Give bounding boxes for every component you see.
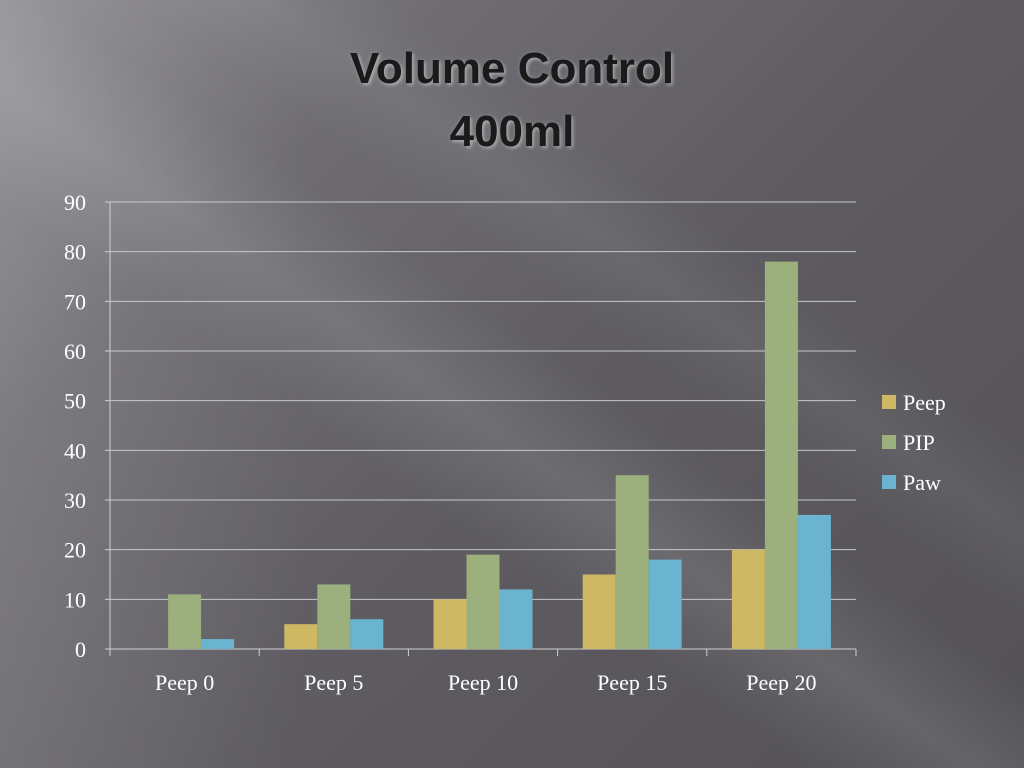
x-tick-label: Peep 10: [448, 670, 518, 695]
y-tick-label: 20: [64, 538, 86, 563]
x-tick-label: Peep 5: [304, 670, 363, 695]
bar-pip-2: [466, 554, 500, 649]
x-tick-label: Peep 0: [155, 670, 214, 695]
chart-title-line1: Volume Control: [349, 44, 675, 93]
y-tick-label: 10: [64, 587, 86, 612]
y-tick-label: 40: [64, 438, 86, 463]
bar-peep-3: [582, 574, 616, 649]
bars: [168, 261, 831, 649]
bar-paw-0: [201, 639, 235, 649]
x-tick-label: Peep 15: [597, 670, 667, 695]
tick-labels: 0 10 20 30 40 50 60 70 80 90 Peep 0 Peep 5 Peep 10 Pe…: [64, 190, 817, 695]
bar-peep-2: [433, 599, 467, 649]
y-tick-label: 90: [64, 190, 86, 215]
bar-pip-3: [615, 475, 649, 649]
bar-pip-1: [317, 584, 351, 649]
bar-paw-4: [797, 514, 831, 649]
legend-swatch-pip: [882, 435, 896, 449]
bar-pip-4: [764, 261, 798, 649]
y-tick-label: 30: [64, 488, 86, 513]
y-tick-label: 80: [64, 240, 86, 265]
legend-swatch-peep: [882, 395, 896, 409]
y-tick-label: 50: [64, 389, 86, 414]
y-tick-label: 70: [64, 289, 86, 314]
legend: Peep PIP Paw: [882, 390, 946, 495]
bar-pip-0: [168, 594, 202, 649]
legend-swatch-paw: [882, 475, 896, 489]
x-tick-label: Peep 20: [746, 670, 816, 695]
bar-peep-1: [284, 624, 318, 649]
bar-peep-4: [731, 549, 765, 649]
bar-paw-3: [648, 559, 682, 649]
bar-paw-1: [350, 619, 384, 649]
legend-label-peep: Peep: [903, 390, 946, 415]
chart-title-line2: 400ml: [449, 107, 575, 156]
legend-label-pip: PIP: [903, 430, 935, 455]
grid-lines: [110, 201, 856, 600]
legend-label-paw: Paw: [903, 470, 941, 495]
y-tick-label: 60: [64, 339, 86, 364]
bar-paw-2: [499, 589, 533, 649]
y-tick-label: 0: [75, 637, 86, 662]
